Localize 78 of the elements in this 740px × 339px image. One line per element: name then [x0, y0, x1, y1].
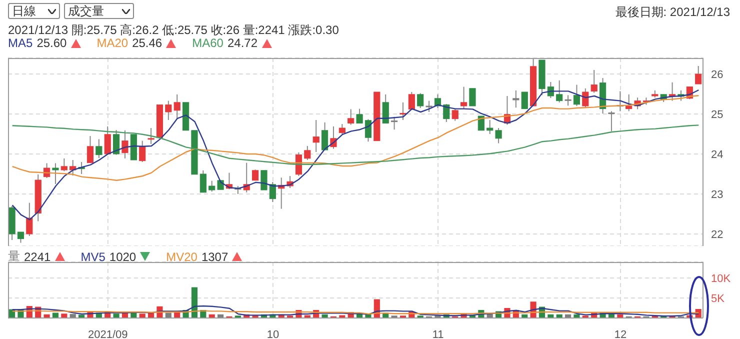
line-series	[12, 305, 700, 317]
y-tick-label: 23	[711, 188, 724, 201]
candlestick	[417, 92, 424, 108]
candlestick	[486, 120, 494, 134]
candlestick	[443, 104, 450, 122]
candlestick	[17, 232, 24, 244]
candlestick	[426, 100, 432, 112]
candlestick	[148, 128, 154, 144]
candlestick	[322, 122, 328, 150]
text: MV20	[166, 250, 198, 264]
candlestick	[200, 170, 206, 193]
text: 最後日期: 2021/12/13	[615, 4, 730, 21]
y-tick-label: 26	[711, 68, 724, 81]
text: MV5	[80, 250, 106, 264]
candlestick	[252, 169, 259, 181]
bar	[113, 314, 120, 318]
candlestick	[512, 90, 520, 108]
candlestick	[70, 160, 76, 176]
candlestick	[208, 180, 216, 192]
candlestick	[521, 92, 528, 110]
annotation: 1020	[109, 250, 136, 264]
y-tick-label: 22	[711, 228, 724, 241]
x-tick-label: 11	[432, 329, 444, 339]
x-tick-label: 12	[614, 329, 627, 339]
candlestick	[96, 138, 102, 158]
text: 25.46	[132, 36, 162, 50]
text: 24.72	[227, 36, 258, 50]
x-tick-label: 2021/09	[88, 329, 128, 339]
annotation: 2241	[24, 250, 51, 264]
text: MA60	[192, 36, 224, 50]
candlestick	[608, 110, 615, 132]
bar	[61, 314, 68, 318]
candlestick	[348, 108, 354, 126]
text: MA5	[8, 36, 33, 50]
chart-title: 2021/12/13 開:25.75 高:26.2 低:25.75 收:26 量:2241 漲跌:0.30	[8, 22, 339, 38]
candlestick	[590, 70, 598, 94]
text: MA20	[96, 36, 128, 50]
dropdown-field: 日線	[8, 3, 60, 19]
y-tick-label: 5K	[711, 292, 726, 305]
candlestick	[304, 146, 311, 160]
candlestick	[269, 182, 276, 202]
candlestick	[60, 158, 68, 172]
candlestick	[452, 108, 458, 122]
candlestick	[391, 116, 398, 130]
candlestick	[338, 124, 346, 134]
candlestick	[460, 86, 468, 110]
y-tick-label: 24	[711, 148, 724, 161]
candlestick	[695, 66, 702, 84]
text: 25.60	[36, 36, 67, 50]
candlestick	[364, 118, 372, 142]
candlestick	[495, 128, 502, 144]
candlestick	[104, 126, 111, 154]
candlestick	[478, 116, 484, 131]
candlestick	[382, 94, 389, 124]
candlestick	[356, 108, 363, 124]
candlestick	[26, 202, 33, 236]
y-tick-label: 10K	[711, 272, 732, 285]
candlestick	[260, 170, 268, 190]
x-tick-label: 10	[266, 329, 280, 339]
candlestick	[400, 102, 406, 120]
candlestick	[312, 120, 320, 152]
candlestick	[556, 80, 563, 103]
bar	[139, 314, 146, 318]
candlestick	[626, 94, 632, 112]
y-tick-label: 25	[711, 108, 724, 121]
text: 量	[8, 248, 20, 265]
candlestick	[573, 84, 580, 106]
annotation: 1307	[201, 250, 228, 264]
candlestick	[582, 88, 589, 108]
candlestick	[52, 162, 59, 184]
candlestick	[113, 130, 120, 156]
line-series	[12, 95, 700, 181]
candlestick	[139, 140, 146, 162]
candlestick	[86, 136, 94, 164]
candlestick	[122, 130, 128, 159]
candlestick	[564, 94, 572, 106]
candlestick	[469, 88, 476, 106]
dropdown-field: 成交量	[64, 3, 134, 19]
